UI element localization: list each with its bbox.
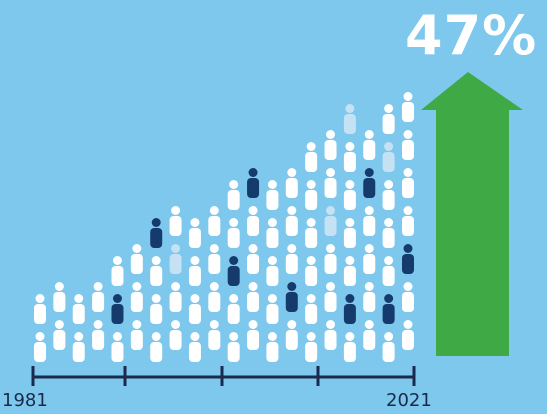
person-icon — [130, 320, 143, 350]
person-icon — [305, 256, 318, 286]
person-icon — [111, 294, 124, 324]
person-icon — [227, 256, 240, 286]
person-icon — [188, 218, 201, 248]
person-icon — [150, 294, 163, 324]
person-icon — [324, 168, 337, 198]
person-icon — [382, 294, 395, 324]
person-icon — [208, 282, 221, 312]
person-icon — [247, 320, 260, 350]
person-icon — [92, 282, 105, 312]
start-year-label: 1981 — [2, 390, 48, 411]
person-icon — [305, 332, 318, 362]
person-icon — [188, 294, 201, 324]
person-icon — [285, 168, 298, 198]
person-icon — [247, 206, 260, 236]
person-icon — [150, 218, 163, 248]
person-icon — [382, 180, 395, 210]
person-icon — [324, 320, 337, 350]
person-icon — [363, 282, 376, 312]
person-icon — [53, 282, 66, 312]
person-icon — [305, 142, 318, 172]
person-icon — [72, 294, 85, 324]
person-icon — [343, 332, 356, 362]
person-icon — [382, 142, 395, 172]
person-icon — [92, 320, 105, 350]
person-icon — [363, 168, 376, 198]
person-icon — [382, 104, 395, 134]
person-icon — [111, 332, 124, 362]
person-icon — [266, 332, 279, 362]
person-icon — [130, 282, 143, 312]
up-arrow-icon — [421, 72, 523, 356]
person-icon — [53, 320, 66, 350]
person-icon — [227, 180, 240, 210]
person-icon — [382, 218, 395, 248]
people-grid — [34, 92, 414, 362]
person-icon — [188, 256, 201, 286]
person-icon — [402, 130, 414, 160]
end-year-label: 2021 — [386, 390, 432, 411]
person-icon — [402, 92, 414, 122]
person-icon — [150, 256, 163, 286]
person-icon — [111, 256, 124, 286]
person-icon — [285, 206, 298, 236]
person-icon — [34, 332, 46, 362]
person-icon — [343, 294, 356, 324]
person-icon — [363, 130, 376, 160]
person-icon — [169, 282, 182, 312]
person-icon — [402, 320, 414, 350]
person-icon — [285, 244, 298, 274]
growth-percentage: 47% — [405, 4, 538, 67]
person-icon — [343, 180, 356, 210]
person-icon — [266, 180, 279, 210]
person-icon — [208, 206, 221, 236]
person-icon — [343, 256, 356, 286]
person-icon — [324, 244, 337, 274]
person-icon — [324, 130, 337, 160]
person-icon — [266, 294, 279, 324]
person-icon — [402, 282, 414, 312]
person-icon — [227, 332, 240, 362]
person-icon — [382, 332, 395, 362]
person-icon — [247, 168, 260, 198]
person-icon — [402, 206, 414, 236]
person-icon — [363, 206, 376, 236]
person-icon — [343, 218, 356, 248]
person-icon — [363, 320, 376, 350]
person-icon — [247, 244, 260, 274]
person-icon — [208, 244, 221, 274]
person-icon — [72, 332, 85, 362]
person-icon — [305, 180, 318, 210]
person-icon — [382, 256, 395, 286]
person-icon — [266, 218, 279, 248]
person-icon — [285, 320, 298, 350]
person-icon — [305, 294, 318, 324]
person-icon — [324, 282, 337, 312]
person-icon — [247, 282, 260, 312]
person-icon — [169, 206, 182, 236]
person-icon — [266, 256, 279, 286]
person-icon — [363, 244, 376, 274]
person-icon — [343, 104, 356, 134]
person-icon — [343, 142, 356, 172]
person-icon — [208, 320, 221, 350]
person-icon — [305, 218, 318, 248]
person-icon — [188, 332, 201, 362]
person-icon — [285, 282, 298, 312]
person-icon — [324, 206, 337, 236]
person-icon — [150, 332, 163, 362]
person-icon — [169, 244, 182, 274]
person-icon — [402, 168, 414, 198]
person-icon — [227, 218, 240, 248]
person-icon — [227, 294, 240, 324]
person-icon — [130, 244, 143, 274]
timeline-axis — [31, 366, 416, 386]
person-icon — [169, 320, 182, 350]
person-icon — [34, 294, 46, 324]
person-icon — [402, 244, 414, 274]
